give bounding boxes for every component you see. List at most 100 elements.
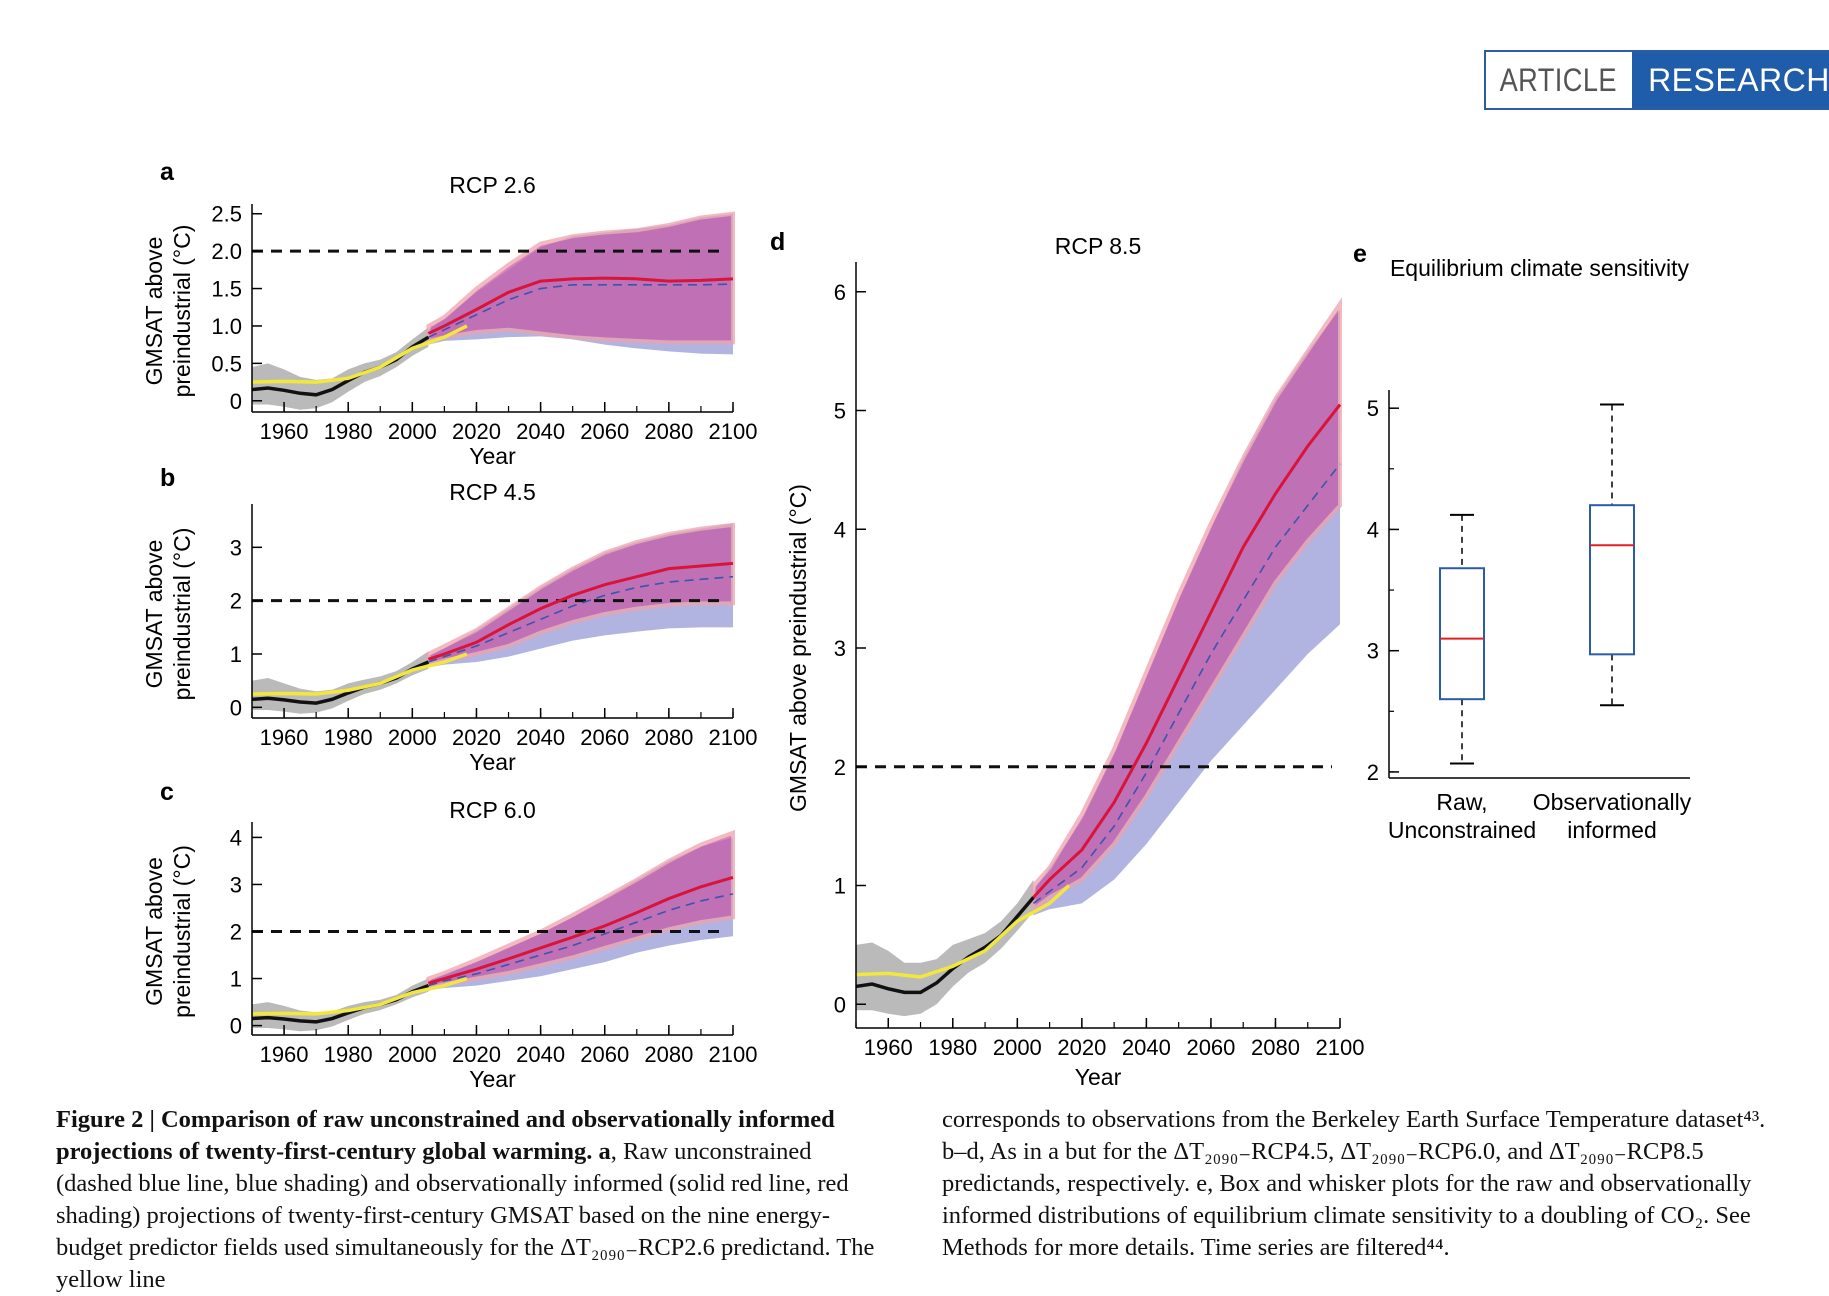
box-iqr <box>1589 504 1635 656</box>
y-axis-label-line2-b: preindustrial (°C) <box>169 528 195 701</box>
x-axis-label-c: Year <box>469 1066 516 1092</box>
x-tick-label-d: 2000 <box>993 1035 1042 1060</box>
yellow-line-c <box>251 976 468 1016</box>
y-tick-label-a: 1.0 <box>211 314 242 339</box>
unconstrained-line-d <box>1032 463 1341 904</box>
x-tick-label-a: 2100 <box>709 419 758 444</box>
panel-a: a RCP 2.6 1960 1980 2000 2020 2040 2060 2080 2100… <box>141 158 757 469</box>
y-tick-label-a: 1.5 <box>211 277 242 302</box>
category-label: informed <box>1567 817 1656 843</box>
panel-title-b: RCP 4.5 <box>449 479 536 505</box>
y-axis-label-c: GMSAT abovepreindustrial (°C) <box>141 845 195 1018</box>
observed-band-a <box>252 327 429 410</box>
informed-line-c <box>427 875 734 985</box>
unconstrained-line-a <box>428 283 734 338</box>
box-2 <box>1589 403 1635 707</box>
x-tick-label-c: 1960 <box>260 1042 309 1067</box>
x-tick-label-b: 2080 <box>644 725 693 750</box>
x-axis-label-d: Year <box>1075 1064 1122 1090</box>
x-tick-label-a: 2080 <box>644 419 693 444</box>
x-tick-label-b: 2040 <box>516 725 565 750</box>
y-tick-label-e: 5 <box>1367 396 1379 421</box>
panel-title-c: RCP 6.0 <box>449 797 536 823</box>
y-axis-label-line2-a: preindustrial (°C) <box>169 225 195 398</box>
y-tick-label-b: 1 <box>230 642 242 667</box>
journal-section-badge: ARTICLE RESEARCH <box>1484 50 1829 110</box>
x-tick-label-d: 2060 <box>1186 1035 1235 1060</box>
panel-label-d: d <box>770 228 785 256</box>
x-tick-label-c: 2040 <box>516 1042 565 1067</box>
observed-band-b <box>252 651 429 714</box>
x-tick-label-b: 2060 <box>580 725 629 750</box>
figure-caption-right: corresponds to observations from the Ber… <box>942 1106 1766 1261</box>
y-tick-label-d: 0 <box>834 992 846 1017</box>
y-tick-label-a: 2.5 <box>211 202 242 227</box>
caption-text: , Raw unconstrained (dashed blue line, b… <box>56 1138 875 1293</box>
x-tick-label-d: 2080 <box>1251 1035 1300 1060</box>
y-tick-label-c: 4 <box>230 825 242 850</box>
panel-label-e: e <box>1353 240 1367 268</box>
observed-band-c <box>252 978 429 1032</box>
informed-line-d <box>1032 403 1342 899</box>
caption-title: Figure 2 | Comparison of raw unconstrain… <box>56 1106 835 1165</box>
category-label: Raw, <box>1436 789 1487 815</box>
y-tick-label-d: 2 <box>834 755 846 780</box>
x-tick-label-b: 1980 <box>324 725 373 750</box>
box-iqr <box>1439 567 1485 701</box>
x-tick-label-a: 2000 <box>388 419 437 444</box>
x-tick-label-a: 2040 <box>516 419 565 444</box>
y-tick-label-d: 4 <box>834 517 846 542</box>
y-axis-label-line1-b: GMSAT above <box>141 540 167 689</box>
x-tick-label-a: 2060 <box>580 419 629 444</box>
x-tick-label-a: 1980 <box>324 419 373 444</box>
x-axis-label-a: Year <box>469 443 516 469</box>
y-axis-label-b: GMSAT abovepreindustrial (°C) <box>141 528 195 701</box>
informed-line-a <box>427 276 734 335</box>
y-tick-label-e: 4 <box>1367 517 1379 542</box>
x-tick-label-c: 2060 <box>580 1042 629 1067</box>
y-tick-label-d: 1 <box>834 874 846 899</box>
x-tick-label-b: 2000 <box>388 725 437 750</box>
x-tick-label-a: 1960 <box>260 419 309 444</box>
yellow-line-d <box>855 884 1071 979</box>
y-tick-label-c: 1 <box>230 967 242 992</box>
y-tick-label-c: 2 <box>230 920 242 945</box>
unconstrained-line-b <box>428 575 734 663</box>
x-tick-label-c: 2080 <box>644 1042 693 1067</box>
panel-d: d RCP 8.5 1960 1980 2000 2020 2040 2060 2080 2100… <box>770 228 1364 1090</box>
panel-e: e Equilibrium climate sensitivity 2 3 4 5 Raw,… <box>1353 240 1692 843</box>
y-tick-label-d: 3 <box>834 636 846 661</box>
y-tick-label-a: 0 <box>230 389 242 414</box>
informed-band-b <box>426 522 735 668</box>
x-tick-label-d: 2040 <box>1122 1035 1171 1060</box>
y-tick-label-a: 2.0 <box>211 239 242 264</box>
x-axis-label-b: Year <box>469 749 516 775</box>
y-tick-label-e: 3 <box>1367 639 1379 664</box>
figure-caption-left: Figure 2 | Comparison of raw unconstrain… <box>56 1104 876 1296</box>
panel-label-c: c <box>160 778 174 806</box>
observed-band-d <box>856 879 1034 1017</box>
panel-b: b RCP 4.5 1960 1980 2000 2020 2040 2060 2080 2100… <box>141 464 757 775</box>
x-tick-label-c: 2000 <box>388 1042 437 1067</box>
category-label: Unconstrained <box>1388 817 1536 843</box>
x-tick-label-c: 1980 <box>324 1042 373 1067</box>
informed-band-d <box>1031 297 1342 914</box>
y-axis-label-line1-c: GMSAT above <box>141 857 167 1006</box>
category-label: Observationally <box>1533 789 1692 815</box>
informed-band-c <box>426 829 735 991</box>
research-label: RESEARCH <box>1632 52 1829 108</box>
y-axis-label-d: GMSAT above preindustrial (°C) <box>785 484 811 812</box>
yellow-line-b <box>251 652 468 696</box>
x-tick-label-a: 2020 <box>452 419 501 444</box>
y-tick-label-d: 6 <box>834 280 846 305</box>
x-tick-label-d: 1980 <box>928 1035 977 1060</box>
x-tick-label-b: 1960 <box>260 725 309 750</box>
x-tick-label-b: 2100 <box>709 725 758 750</box>
y-tick-label-b: 0 <box>230 695 242 720</box>
y-tick-label-e: 2 <box>1367 760 1379 785</box>
yellow-line-a <box>251 324 468 384</box>
panel-label-a: a <box>160 158 175 186</box>
y-tick-label-d: 5 <box>834 399 846 424</box>
panel-title-d: RCP 8.5 <box>1055 233 1142 259</box>
informed-line-b <box>427 561 734 661</box>
